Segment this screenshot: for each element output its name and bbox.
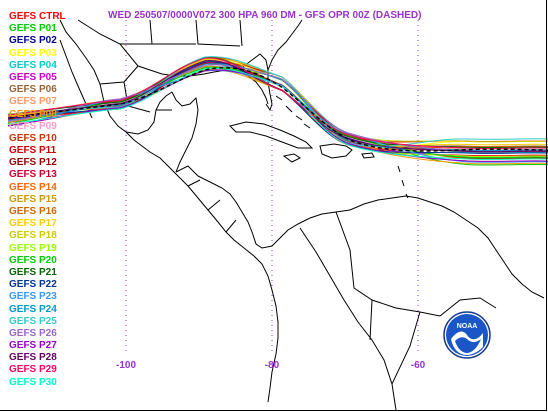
legend-item: GEFS P24 [9, 303, 57, 315]
ensemble-contour [7, 69, 548, 162]
legend-item: GEFS P05 [9, 71, 57, 83]
legend-item: GEFS P08 [9, 108, 57, 120]
legend: GEFS CTRL GEFS P01 GEFS P02 GEFS P03 GEFS P0… [9, 11, 66, 389]
legend-item: GEFS P23 [9, 291, 57, 303]
ensemble-contour [7, 67, 548, 160]
border-us-states [120, 19, 243, 47]
x-tick-label: -80 [264, 360, 280, 371]
legend-item: GEFS CTRL [9, 11, 66, 22]
coast-south-america-north [349, 195, 545, 299]
legend-item: GEFS P19 [9, 242, 57, 254]
noaa-logo: NOAA [443, 311, 491, 359]
border-central-america [175, 165, 237, 233]
legend-item: GEFS P22 [9, 279, 57, 291]
legend-item: GEFS P21 [9, 266, 57, 278]
legend-item: GEFS P16 [9, 206, 57, 217]
legend-item: GEFS P29 [9, 364, 57, 376]
gfs-operational [9, 67, 548, 152]
map-title: WED 250507/0000V072 300 HPA 960 DM - GFS… [108, 10, 422, 21]
legend-item: GEFS P28 [9, 352, 57, 364]
legend-item: GEFS P15 [9, 193, 57, 205]
coast-north-america-gulf [59, 19, 173, 135]
border-mexico-us [77, 19, 139, 67]
legend-item: GEFS P09 [9, 120, 57, 132]
coast-south-america-pacific [253, 255, 279, 403]
legend-item: GEFS P07 [9, 96, 57, 108]
coast-hispaniola [319, 143, 353, 159]
x-tick-label: -60 [410, 360, 426, 371]
legend-item: GEFS P25 [9, 315, 57, 327]
legend-item: GEFS P26 [9, 327, 57, 339]
legend-item: GEFS P06 [9, 84, 57, 96]
legend-item: GEFS P17 [9, 218, 57, 230]
legend-item: GEFS P14 [9, 181, 57, 193]
legend-item: GEFS P11 [9, 145, 57, 157]
ensemble-contour [7, 56, 548, 148]
legend-item: GEFS P03 [9, 47, 57, 59]
legend-item: GEFS P30 [9, 376, 57, 388]
legend-item: GEFS P01 [9, 23, 57, 35]
legend-item: GEFS P27 [9, 340, 57, 352]
coast-atlantic [267, 19, 303, 71]
legend-item: GEFS P13 [9, 169, 57, 181]
logo-text: NOAA [457, 323, 478, 330]
coastlines [59, 19, 545, 411]
coast-jamaica [282, 153, 301, 163]
coast-bahamas [275, 95, 311, 129]
coast-lesser-antilles [397, 165, 409, 199]
coast-puerto-rico [361, 152, 375, 159]
x-tick-label: -100 [115, 360, 137, 371]
coast-central-america-caribbean [197, 175, 351, 249]
gfs-opr-contour [9, 67, 548, 152]
ensemble-contours [7, 56, 548, 166]
legend-item: GEFS P20 [9, 254, 57, 266]
legend-item: GEFS P02 [9, 35, 57, 47]
legend-item: GEFS P04 [9, 59, 57, 71]
legend-item: GEFS P18 [9, 230, 57, 242]
border-south-america [299, 211, 497, 411]
legend-item: GEFS P10 [9, 132, 57, 144]
coast-cuba [229, 121, 314, 149]
ensemble-contour [7, 57, 548, 150]
coast-yucatan [171, 91, 199, 173]
legend-item: GEFS P12 [9, 157, 57, 169]
